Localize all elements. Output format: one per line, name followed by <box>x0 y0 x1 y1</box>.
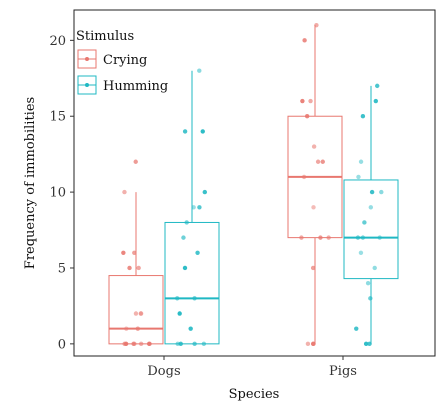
legend-label: Crying <box>103 53 147 68</box>
data-point <box>192 341 197 347</box>
data-point <box>305 341 311 347</box>
data-point <box>197 68 202 73</box>
data-point <box>354 326 359 331</box>
data-point <box>122 189 127 195</box>
legend: Stimulus Crying Humming <box>76 29 168 95</box>
data-point <box>365 280 371 286</box>
data-point <box>133 159 138 164</box>
data-point <box>147 341 152 347</box>
data-point <box>135 326 141 331</box>
data-point <box>121 250 126 256</box>
legend-items: Crying Humming <box>77 49 168 95</box>
data-point <box>177 311 182 316</box>
y-tick-label: 10 <box>49 186 66 201</box>
data-point <box>184 220 189 225</box>
data-point <box>362 220 367 225</box>
data-point <box>311 144 317 149</box>
data-point <box>358 159 364 164</box>
data-point <box>202 189 208 195</box>
data-point <box>368 205 374 210</box>
y-axis-title: Frequency of immobilities <box>23 97 38 269</box>
data-point <box>311 205 316 210</box>
data-point <box>355 235 361 240</box>
data-point <box>318 235 323 240</box>
data-point <box>123 341 129 347</box>
box-group <box>164 68 220 347</box>
data-point <box>308 98 313 104</box>
data-point <box>133 311 139 316</box>
x-tick-label: Pigs <box>329 364 357 379</box>
data-point <box>300 98 305 104</box>
chart-axes: 0 5 10 15 20 Dogs Pigs <box>49 34 357 379</box>
data-point <box>311 341 316 347</box>
data-point <box>175 296 180 301</box>
data-point <box>367 341 372 347</box>
data-point <box>326 235 331 240</box>
data-point <box>301 174 307 180</box>
y-tick-label: 15 <box>49 110 66 125</box>
plot-panel <box>73 9 436 357</box>
box-group <box>108 159 164 347</box>
legend-title: Stimulus <box>76 29 134 44</box>
y-tick-label: 0 <box>58 337 66 352</box>
data-point <box>369 189 375 195</box>
data-point <box>197 205 202 210</box>
box <box>343 179 399 280</box>
y-tick-label: 20 <box>49 34 66 49</box>
legend-key-dot <box>85 57 89 61</box>
y-tick-label: 5 <box>58 261 66 276</box>
data-point <box>310 265 316 271</box>
data-point <box>314 22 319 28</box>
data-point <box>315 159 321 164</box>
data-point <box>191 205 196 210</box>
data-point <box>201 341 207 347</box>
data-point <box>136 265 141 271</box>
data-point <box>373 98 379 104</box>
data-point <box>132 250 137 256</box>
chart-marks <box>108 22 399 347</box>
data-point <box>188 326 193 331</box>
legend-label: Humming <box>103 79 168 94</box>
data-point <box>178 341 183 347</box>
legend-item: Crying <box>77 49 147 69</box>
box-group <box>287 22 343 347</box>
data-point <box>363 341 369 347</box>
data-point <box>192 296 197 301</box>
data-point <box>356 174 361 180</box>
data-point <box>377 235 382 240</box>
data-point <box>379 189 384 195</box>
data-point <box>195 250 200 256</box>
x-axis-title: Species <box>229 387 280 402</box>
legend-key-dot <box>85 83 89 87</box>
data-point <box>372 265 377 271</box>
data-point <box>181 235 186 240</box>
data-point <box>304 114 310 119</box>
data-point <box>375 83 380 89</box>
data-point <box>124 326 129 331</box>
data-point <box>138 341 144 347</box>
data-point <box>360 235 366 240</box>
data-point <box>175 341 180 347</box>
box <box>108 275 164 345</box>
data-point <box>368 296 373 301</box>
data-point <box>127 265 132 271</box>
legend-item: Humming <box>77 75 168 95</box>
data-point <box>302 38 307 43</box>
box-group <box>343 83 399 347</box>
box <box>164 221 220 345</box>
data-point <box>132 341 137 347</box>
data-point <box>182 265 188 271</box>
data-point <box>299 235 304 240</box>
data-point <box>358 250 364 256</box>
x-tick-label: Dogs <box>147 364 180 379</box>
data-point <box>320 159 325 164</box>
data-point <box>138 311 144 316</box>
data-point <box>360 114 366 119</box>
data-point <box>182 129 188 134</box>
data-point <box>200 129 205 134</box>
